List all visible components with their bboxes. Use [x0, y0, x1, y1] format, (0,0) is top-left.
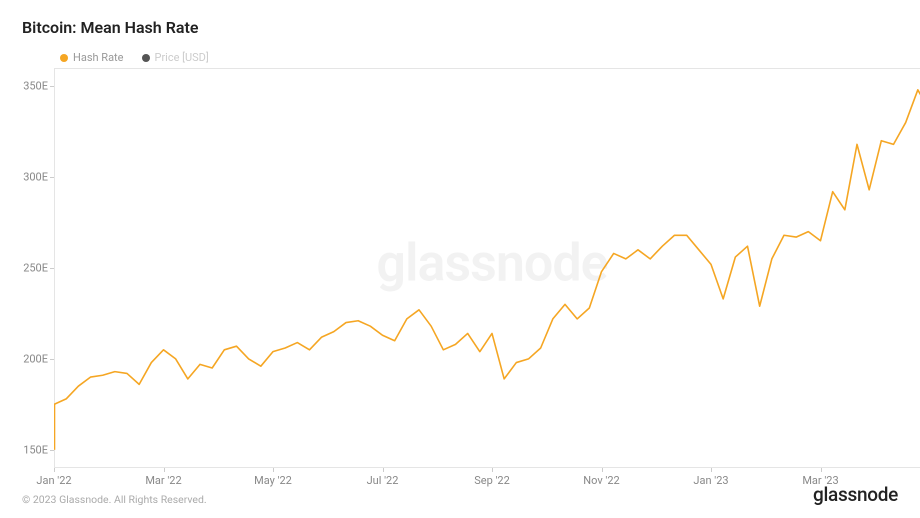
legend-label-price: Price [USD] — [155, 51, 209, 64]
y-tick — [50, 86, 54, 87]
hashrate-line — [54, 90, 920, 405]
legend: Hash Rate Price [USD] — [60, 51, 898, 64]
y-axis-label: 300E — [23, 171, 48, 184]
y-tick — [50, 268, 54, 269]
x-tick — [54, 468, 55, 472]
copyright-text: © 2023 Glassnode. All Rights Reserved. — [22, 493, 207, 506]
y-axis-label: 350E — [23, 80, 48, 93]
chart-area: glassnode 150E200E250E300E350E Jan '22Ma… — [54, 68, 920, 468]
x-tick — [711, 468, 712, 472]
x-tick — [273, 468, 274, 472]
brand-logo: glassnode — [813, 483, 898, 506]
y-axis-label: 250E — [23, 262, 48, 275]
y-tick — [50, 359, 54, 360]
legend-item-price: Price [USD] — [142, 51, 209, 64]
chart-title: Bitcoin: Mean Hash Rate — [22, 18, 898, 37]
x-tick — [821, 468, 822, 472]
x-tick — [492, 468, 493, 472]
legend-dot-price — [142, 54, 150, 62]
x-tick — [164, 468, 165, 472]
x-tick — [383, 468, 384, 472]
y-tick — [50, 177, 54, 178]
legend-label-hashrate: Hash Rate — [73, 51, 124, 64]
legend-dot-hashrate — [60, 54, 68, 62]
y-axis-label: 150E — [23, 443, 48, 456]
x-tick — [602, 468, 603, 472]
legend-item-hashrate: Hash Rate — [60, 51, 124, 64]
y-axis-label: 200E — [23, 352, 48, 365]
line-chart-svg — [54, 68, 920, 468]
y-tick — [50, 450, 54, 451]
